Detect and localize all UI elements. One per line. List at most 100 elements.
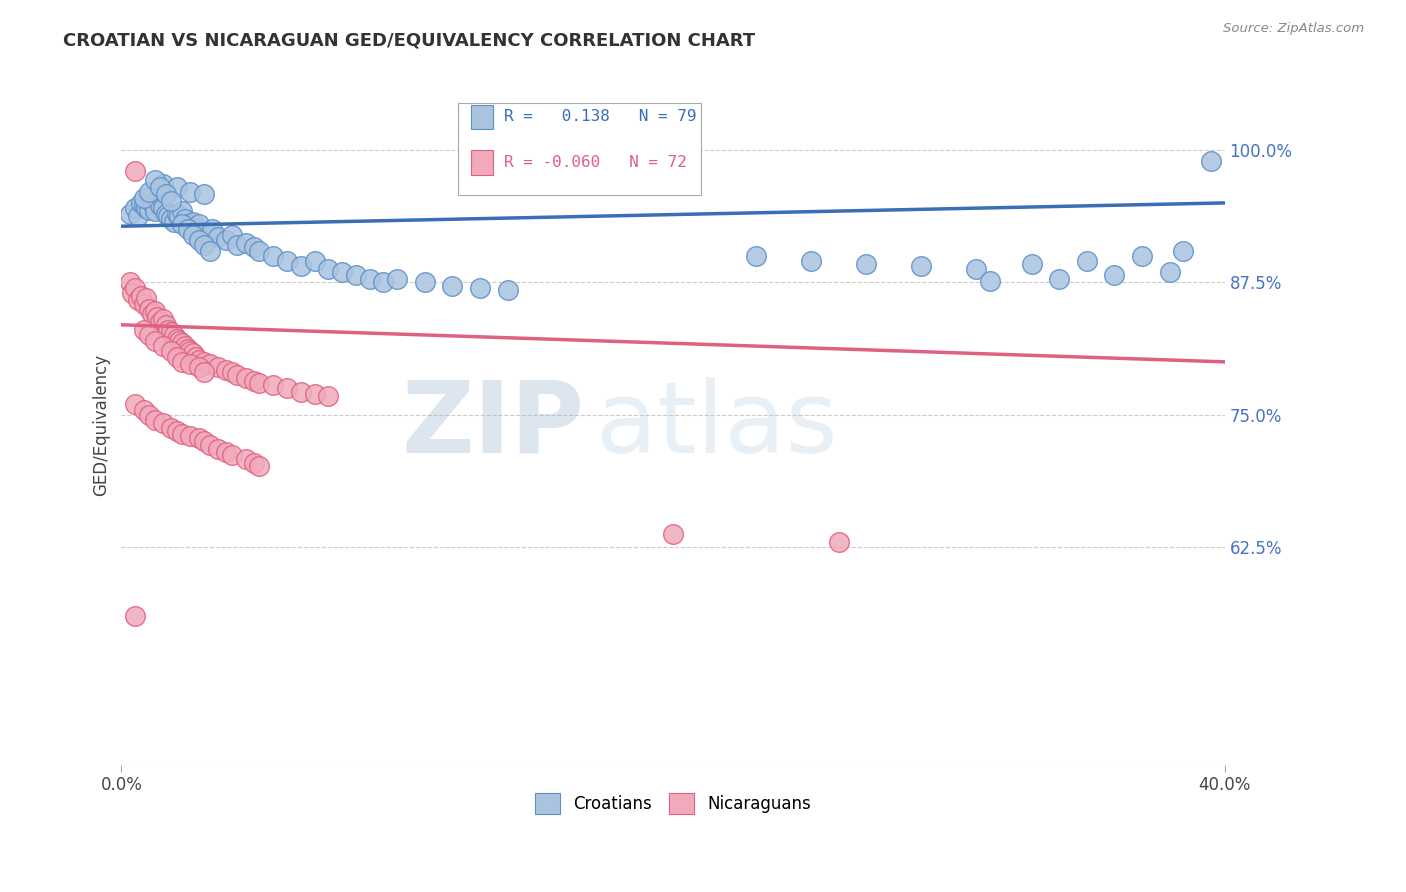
Point	[1159, 265, 1181, 279]
Point	[290, 260, 312, 274]
Point	[235, 452, 257, 467]
Point	[135, 291, 157, 305]
Point	[149, 198, 172, 212]
Point	[138, 203, 160, 218]
Point	[187, 360, 209, 375]
Point	[124, 281, 146, 295]
Point	[181, 346, 204, 360]
Point	[157, 209, 180, 223]
Point	[387, 272, 409, 286]
Point	[304, 386, 326, 401]
Point	[215, 363, 238, 377]
Point	[318, 261, 340, 276]
Point	[163, 215, 186, 229]
Point	[276, 254, 298, 268]
Point	[966, 261, 988, 276]
Point	[179, 219, 201, 234]
Point	[132, 323, 155, 337]
Point	[262, 378, 284, 392]
Point	[243, 240, 266, 254]
Point	[166, 424, 188, 438]
Point	[221, 366, 243, 380]
Text: R = -0.060   N = 72: R = -0.060 N = 72	[505, 155, 688, 169]
Point	[193, 226, 215, 240]
Point	[221, 448, 243, 462]
Point	[152, 312, 174, 326]
Point	[138, 408, 160, 422]
Point	[160, 344, 183, 359]
Point	[179, 186, 201, 200]
Point	[184, 222, 207, 236]
Point	[373, 276, 395, 290]
Point	[226, 238, 249, 252]
Point	[318, 389, 340, 403]
Point	[179, 357, 201, 371]
Point	[262, 249, 284, 263]
Point	[152, 339, 174, 353]
Point	[193, 366, 215, 380]
Point	[468, 281, 491, 295]
Point	[132, 198, 155, 212]
Point	[198, 244, 221, 258]
Point	[187, 431, 209, 445]
Point	[800, 254, 823, 268]
Point	[155, 206, 177, 220]
Point	[152, 177, 174, 191]
Point	[172, 426, 194, 441]
Point	[855, 257, 877, 271]
Point	[152, 417, 174, 431]
Point	[132, 191, 155, 205]
Point	[143, 413, 166, 427]
Point	[198, 437, 221, 451]
Point	[160, 325, 183, 339]
Y-axis label: GED/Equivalency: GED/Equivalency	[93, 354, 110, 497]
Point	[124, 609, 146, 624]
Point	[330, 265, 353, 279]
Legend: Croatians, Nicaraguans: Croatians, Nicaraguans	[536, 794, 811, 814]
Point	[359, 272, 381, 286]
Point	[143, 304, 166, 318]
Text: R =   0.138   N = 79: R = 0.138 N = 79	[505, 110, 697, 124]
Point	[207, 442, 229, 456]
Bar	[471, 150, 494, 175]
Point	[1130, 249, 1153, 263]
Point	[146, 191, 169, 205]
Point	[910, 260, 932, 274]
Point	[160, 194, 183, 208]
Point	[1104, 268, 1126, 282]
Point	[118, 276, 141, 290]
Point	[138, 186, 160, 200]
Point	[143, 334, 166, 348]
Point	[243, 456, 266, 470]
Point	[207, 229, 229, 244]
Text: CROATIAN VS NICARAGUAN GED/EQUIVALENCY CORRELATION CHART: CROATIAN VS NICARAGUAN GED/EQUIVALENCY C…	[63, 31, 755, 49]
Point	[179, 429, 201, 443]
Point	[176, 217, 198, 231]
Point	[173, 211, 195, 226]
Point	[160, 211, 183, 226]
Point	[221, 227, 243, 242]
Point	[235, 236, 257, 251]
Point	[1021, 257, 1043, 271]
Point	[187, 217, 209, 231]
Point	[193, 355, 215, 369]
Point	[124, 201, 146, 215]
Point	[179, 344, 201, 359]
Point	[124, 397, 146, 411]
Point	[141, 307, 163, 321]
FancyBboxPatch shape	[458, 103, 700, 194]
Point	[1047, 272, 1070, 286]
Point	[169, 209, 191, 223]
Point	[181, 227, 204, 242]
Point	[129, 195, 152, 210]
Text: Source: ZipAtlas.com: Source: ZipAtlas.com	[1223, 22, 1364, 36]
Point	[1199, 153, 1222, 168]
Point	[176, 342, 198, 356]
Point	[155, 187, 177, 202]
Point	[226, 368, 249, 382]
Point	[215, 445, 238, 459]
Bar	[471, 104, 494, 129]
Point	[193, 238, 215, 252]
Point	[193, 434, 215, 449]
Point	[127, 293, 149, 308]
